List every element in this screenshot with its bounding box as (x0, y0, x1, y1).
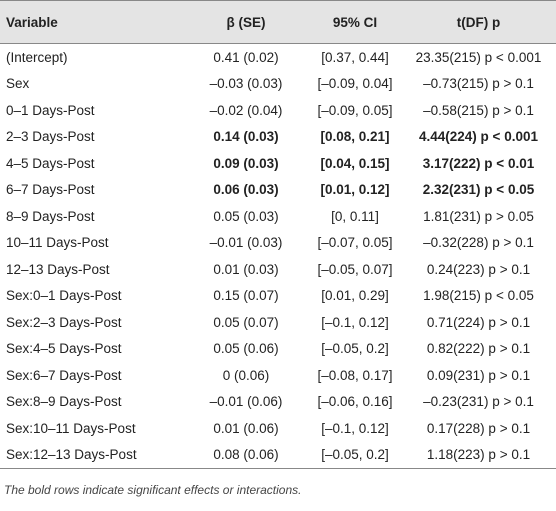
table-cell: 0.41 (0.02) (213, 49, 279, 65)
table-row: Sex:2–3 Days-Post 0.05 (0.07) [–0.1, 0.12]… (0, 309, 556, 336)
table-cell: 4.44(224) p < 0.001 (419, 129, 538, 145)
column-header: t(DF) p (401, 0, 556, 44)
table-cell: 1.81(231) p > 0.05 (423, 208, 534, 224)
table-cell: 2.32(231) p < 0.05 (422, 182, 535, 198)
table-cell: 0.01 (0.06) (213, 420, 279, 436)
column-header: 95% CI (309, 0, 401, 44)
table-cell: [0.01, 0.12] (320, 182, 390, 198)
table-cell: [–0.05, 0.07] (317, 261, 393, 277)
table-cell: 0.01 (0.03) (213, 261, 279, 277)
table-cell: 0.05 (0.06) (213, 341, 279, 357)
table-cell: –0.23(231) p > 0.1 (423, 394, 534, 410)
table-cell: Sex:10–11 Days-Post (6, 420, 136, 436)
table-cell: –0.03 (0.03) (209, 76, 283, 92)
table-cell: –0.01 (0.03) (209, 235, 283, 251)
column-header: Variable (0, 0, 183, 44)
table-cell: Sex:4–5 Days-Post (6, 341, 122, 357)
table-row: 12–13 Days-Post 0.01 (0.03) [–0.05, 0.07] 0… (0, 256, 556, 283)
table-cell: [0.04, 0.15] (320, 155, 390, 171)
table-cell: [0, 0.11] (331, 208, 379, 224)
table-cell: 2–3 Days-Post (6, 129, 95, 145)
table-cell: Sex:0–1 Days-Post (6, 288, 122, 304)
table-cell: Sex:8–9 Days-Post (6, 394, 122, 410)
table-cell: 0.71(224) p > 0.1 (426, 314, 531, 330)
table-cell: –0.73(215) p > 0.1 (423, 76, 534, 92)
table-body: (Intercept) 0.41 (0.02) [0.37, 0.44] 23.35(… (0, 44, 556, 469)
table-cell: Sex (6, 76, 30, 92)
table-cell: 0.24(223) p > 0.1 (426, 261, 531, 277)
table-cell: 0.08 (0.06) (183, 441, 309, 469)
table-cell: 3.17(222) p < 0.01 (422, 155, 535, 171)
table-cell: 0.82(222) p > 0.1 (426, 341, 531, 357)
table-cell: Sex:12–13 Days-Post (0, 441, 183, 469)
table-cell: –0.32(228) p > 0.1 (423, 235, 534, 251)
table-cell: 0.05 (0.03) (213, 208, 279, 224)
table-header: Variable β (SE) 95% CI t(DF) p (0, 0, 556, 44)
table-cell: (Intercept) (6, 49, 68, 65)
table-row: 6–7 Days-Post 0.06 (0.03) [0.01, 0.12] 2.32… (0, 177, 556, 204)
table-cell: [–0.1, 0.12] (321, 314, 389, 330)
table-row: Sex:8–9 Days-Post –0.01 (0.06) [–0.06, 0.1… (0, 389, 556, 416)
table-row: Sex:6–7 Days-Post 0 (0.06) [–0.08, 0.17] 0.… (0, 362, 556, 389)
table-cell: [–0.07, 0.05] (317, 235, 393, 251)
table-row: 0–1 Days-Post –0.02 (0.04) [–0.09, 0.05] –0… (0, 97, 556, 124)
table-cell: [–0.09, 0.04] (317, 76, 393, 92)
table-cell: Sex:6–7 Days-Post (6, 367, 122, 383)
table-cell: –0.02 (0.04) (209, 102, 283, 118)
table-row: 2–3 Days-Post 0.14 (0.03) [0.08, 0.21] 4.44… (0, 124, 556, 151)
table-cell: [0.37, 0.44] (321, 49, 389, 65)
table-cell: –0.58(215) p > 0.1 (423, 102, 534, 118)
table-row: Sex –0.03 (0.03) [–0.09, 0.04] –0.73(215) p… (0, 71, 556, 98)
column-header: β (SE) (183, 0, 309, 44)
table-cell: [–0.06, 0.16] (317, 394, 393, 410)
table-cell: 1.18(223) p > 0.1 (401, 441, 556, 469)
table-row: Sex:0–1 Days-Post 0.15 (0.07) [0.01, 0.29]… (0, 283, 556, 310)
table-cell: 23.35(215) p < 0.001 (415, 49, 542, 65)
table-cell: 0.06 (0.03) (213, 182, 279, 198)
table-cell: 6–7 Days-Post (6, 182, 95, 198)
table-cell: 4–5 Days-Post (6, 155, 95, 171)
table-cell: 0.09(231) p > 0.1 (426, 367, 531, 383)
table-cell: –0.01 (0.06) (209, 394, 283, 410)
table-row: 8–9 Days-Post 0.05 (0.03) [0, 0.11] 1.81(23… (0, 203, 556, 230)
table-cell: [0.01, 0.29] (321, 288, 389, 304)
table-cell: 12–13 Days-Post (6, 261, 110, 277)
table-cell: 0–1 Days-Post (6, 102, 95, 118)
table-row: Sex:4–5 Days-Post 0.05 (0.06) [–0.05, 0.2]… (0, 336, 556, 363)
table-cell: 0.17(228) p > 0.1 (426, 420, 531, 436)
table-cell: 0.05 (0.07) (213, 314, 279, 330)
table-cell: 0.14 (0.03) (213, 129, 279, 145)
table-cell: [–0.1, 0.12] (321, 420, 389, 436)
caption: The bold rows indicate significant effec… (4, 483, 302, 497)
table-row: Sex:10–11 Days-Post 0.01 (0.06) [–0.1, 0.1… (0, 415, 556, 442)
table-row: 4–5 Days-Post 0.09 (0.03) [0.04, 0.15] 3.17… (0, 150, 556, 177)
table-row: 10–11 Days-Post –0.01 (0.03) [–0.07, 0.05]… (0, 230, 556, 257)
table-cell: 0.09 (0.03) (213, 155, 279, 171)
results-table: Variable β (SE) 95% CI t(DF) p (Intercept) 0… (0, 0, 556, 469)
table-cell: 0.15 (0.07) (213, 288, 279, 304)
table-row: (Intercept) 0.41 (0.02) [0.37, 0.44] 23.35(… (0, 44, 556, 71)
table-cell: [–0.05, 0.2] (309, 441, 401, 469)
table-cell: 8–9 Days-Post (6, 208, 95, 224)
table-cell: 0 (0.06) (222, 367, 270, 383)
table-cell: [–0.09, 0.05] (317, 102, 393, 118)
table-cell: Sex:2–3 Days-Post (6, 314, 122, 330)
table-cell: [0.08, 0.21] (320, 129, 390, 145)
table-cell: [–0.05, 0.2] (321, 341, 389, 357)
table-cell: 10–11 Days-Post (6, 235, 109, 251)
table-row: Sex:12–13 Days-Post 0.08 (0.06) [–0.05, 0.… (0, 441, 556, 469)
table-cell: [–0.08, 0.17] (317, 367, 393, 383)
table-cell: 1.98(215) p < 0.05 (423, 288, 534, 304)
header-row: Variable β (SE) 95% CI t(DF) p (0, 0, 556, 44)
